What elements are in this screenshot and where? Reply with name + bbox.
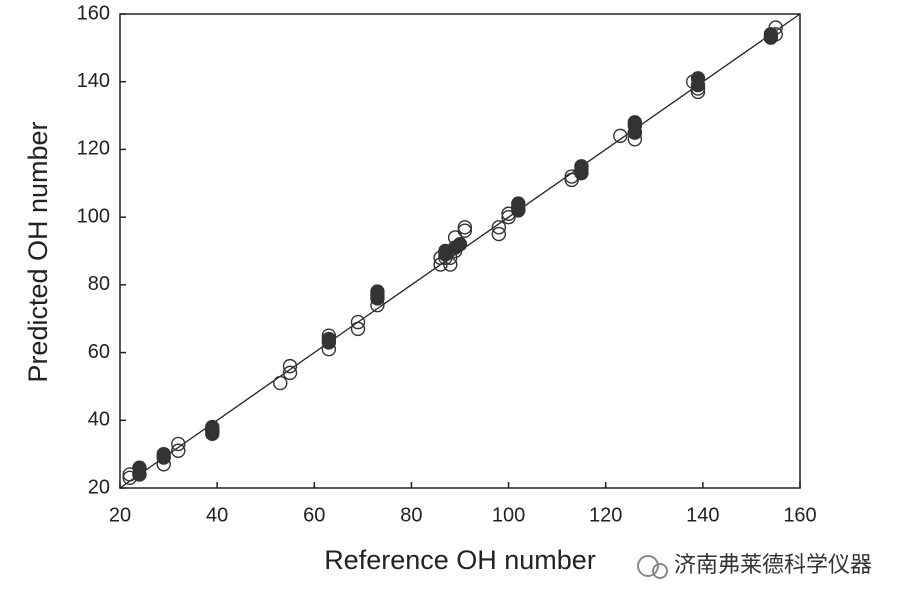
y-tick-label: 20	[88, 476, 110, 498]
y-tick-label: 80	[88, 273, 110, 295]
x-tick-label: 60	[303, 504, 325, 526]
data-point	[491, 220, 507, 235]
x-tick-label: 40	[206, 504, 228, 526]
watermark: 济南弗莱德科学仪器	[674, 553, 872, 578]
data-point	[321, 331, 337, 347]
data-point	[156, 446, 171, 462]
data-point	[370, 284, 385, 299]
data-point	[511, 196, 526, 211]
data-point	[282, 365, 298, 381]
data-point	[171, 436, 186, 452]
data-point	[627, 115, 643, 130]
data-point	[491, 226, 507, 242]
y-tick-label: 100	[77, 205, 110, 227]
data-point	[282, 358, 298, 374]
y-tick-label: 40	[88, 409, 110, 431]
x-tick-label: 120	[589, 504, 622, 526]
plot-frame	[119, 13, 801, 489]
data-point	[273, 375, 288, 391]
x-tick-label: 160	[783, 504, 816, 526]
data-point	[613, 128, 628, 144]
y-tick-label: 160	[77, 2, 110, 24]
y-tick-label: 60	[88, 341, 110, 363]
data-point	[171, 443, 186, 458]
data-point	[574, 159, 589, 174]
x-tick-label: 100	[492, 504, 525, 526]
data-point	[457, 223, 473, 238]
data-point	[350, 321, 366, 337]
y-tick-label: 140	[77, 70, 110, 92]
x-tick-label: 140	[686, 504, 719, 526]
y-axis-label: Predicted OH number	[23, 121, 53, 382]
data-point	[457, 220, 473, 235]
data-point	[690, 71, 706, 86]
data-point	[350, 314, 366, 330]
watermark-icon	[637, 555, 668, 579]
x-axis-label: Reference OH number	[324, 545, 596, 575]
data-point	[763, 27, 779, 42]
y-tick-label: 120	[77, 138, 110, 160]
data-point	[564, 172, 579, 188]
data-point	[452, 237, 468, 252]
x-tick-label: 20	[109, 504, 131, 526]
x-tick-label: 80	[400, 504, 422, 526]
data-point	[205, 419, 220, 435]
data-point	[501, 209, 516, 225]
data-point	[132, 460, 147, 475]
